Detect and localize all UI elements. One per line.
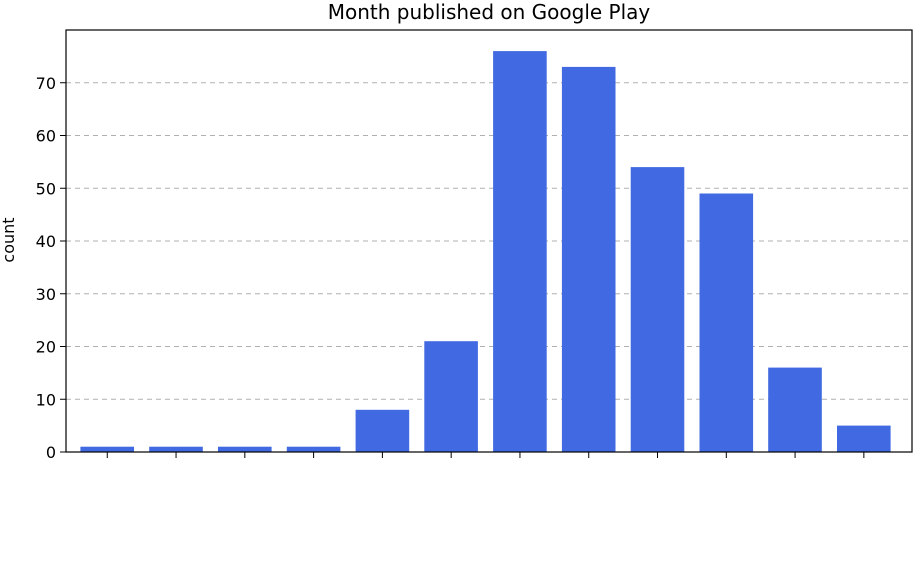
y-tick-label-10: 10	[36, 390, 56, 409]
y-ticks: 0 10 20 30 40 50 60 70	[36, 74, 66, 462]
chart-title: Month published on Google Play	[328, 0, 651, 24]
bar-8	[561, 66, 616, 453]
y-tick-label-40: 40	[36, 232, 56, 251]
bar-9	[630, 167, 685, 452]
y-axis-label: count	[0, 217, 18, 262]
bar-11	[768, 367, 822, 452]
bar-10	[699, 193, 754, 452]
bar-12	[837, 425, 891, 452]
bar-4	[286, 446, 341, 452]
y-tick-label-20: 20	[36, 338, 56, 357]
y-tick-label-0: 0	[46, 443, 56, 462]
bars	[80, 51, 891, 453]
y-tick-label-70: 70	[36, 74, 56, 93]
bar-7	[493, 51, 547, 452]
bar-2	[149, 446, 203, 452]
bar-3	[218, 446, 272, 452]
bar-1	[80, 446, 134, 452]
x-ticks	[106, 452, 865, 458]
bar-5	[355, 409, 410, 452]
grid-lines	[66, 82, 912, 400]
y-tick-label-50: 50	[36, 179, 56, 198]
bar-6	[424, 341, 478, 452]
y-tick-label-60: 60	[36, 127, 56, 146]
y-tick-label-30: 30	[36, 285, 56, 304]
